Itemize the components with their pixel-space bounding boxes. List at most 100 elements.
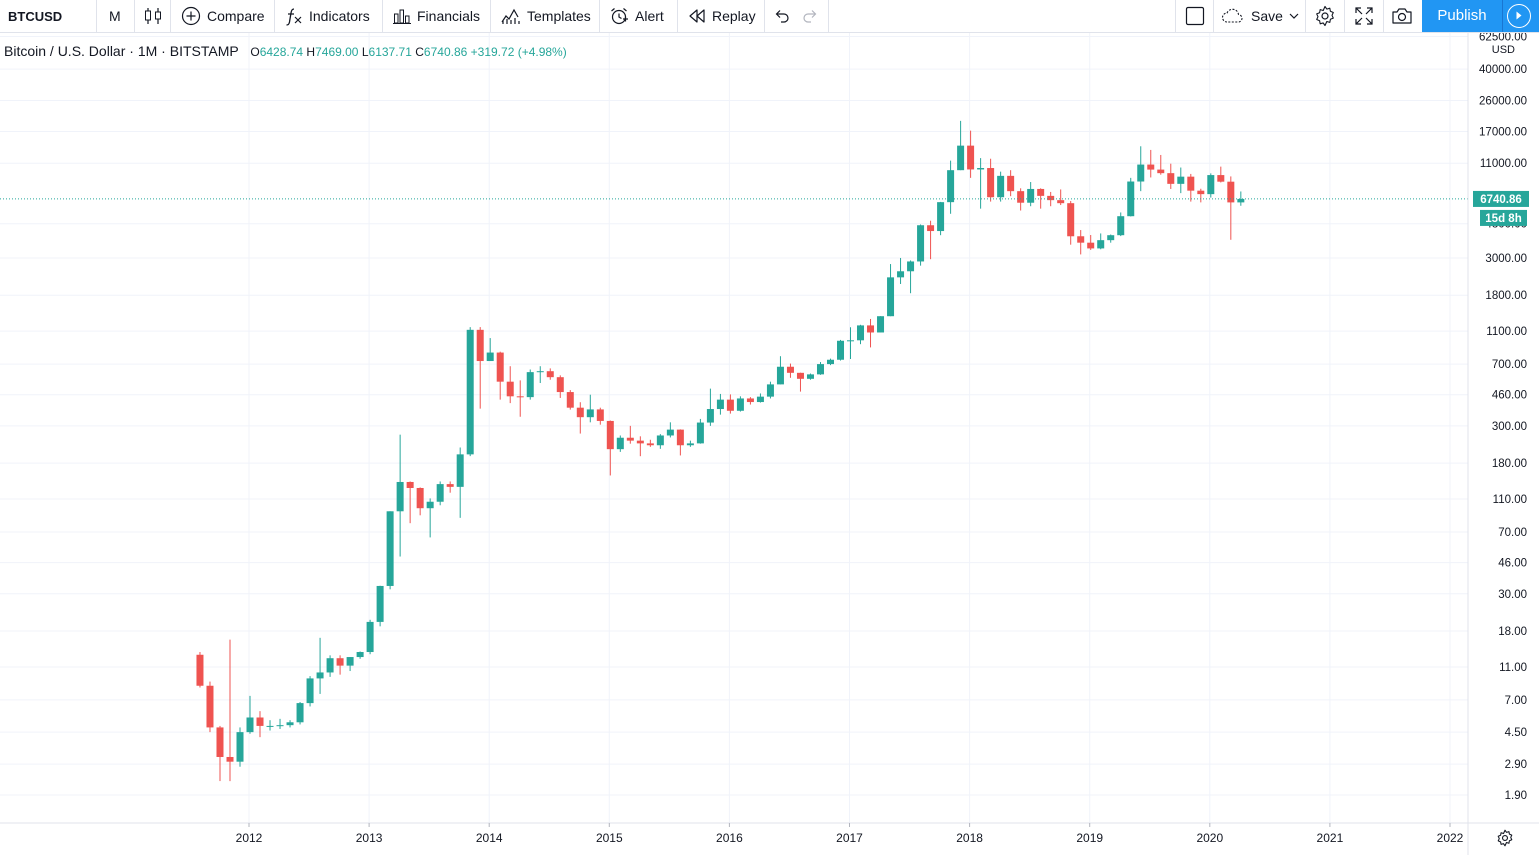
templates-button[interactable]: Templates [501,0,591,32]
bars-icon [393,7,411,25]
financials-button[interactable]: Financials [393,0,480,32]
candle [666,422,674,438]
symbol-title[interactable]: Bitcoin / U.S. Dollar [4,43,126,59]
candle-body [316,672,324,679]
templates-icon [501,7,521,25]
indicators-button[interactable]: Indicators [285,0,370,32]
candle-body [1067,203,1075,237]
save-menu-button[interactable] [1289,0,1299,32]
candle [476,327,484,409]
candle [776,356,784,385]
candle [386,511,394,590]
candle [406,481,414,524]
candle-body [556,377,564,393]
divider [96,0,97,32]
candle [1057,189,1065,206]
candle-body [867,325,875,333]
save-button[interactable]: Save [1221,0,1283,32]
candle [506,366,514,404]
redo-button[interactable] [801,0,819,32]
symbol-label: BTCUSD [8,8,63,24]
candle [586,394,594,423]
currency-label: USD [1492,44,1515,56]
time-tick-label: 2019 [1076,831,1103,845]
time-axis[interactable]: 2012 2013 2014 2015 2016 2017 2018 2019 2020 2021… [236,823,1464,845]
snapshot-button[interactable] [1391,0,1413,32]
alert-button[interactable]: Alert [609,0,664,32]
candle-body [1147,164,1155,170]
candle-body [466,329,474,455]
price-tick-label: 1.90 [1505,790,1527,802]
chart-settings-button[interactable] [1496,829,1514,847]
interval-button[interactable]: M [109,0,121,32]
candle [336,655,344,675]
price-chart[interactable]: 1.90 2.90 4.50 7.00 11.00 18.00 30.00 46.00 70.0… [0,33,1539,855]
candle-body [1007,175,1015,192]
candle-body [626,437,634,441]
compare-button[interactable]: Compare [181,0,265,32]
settings-button[interactable] [1314,0,1336,32]
close-value: 6740.86 [423,45,468,59]
replay-button[interactable]: Replay [688,0,756,32]
low-label: L [361,45,369,59]
candle-body [586,409,594,418]
top-toolbar: BTCUSD M Compare Indicators Financials T… [0,0,1539,33]
time-tick-label: 2022 [1437,831,1464,845]
price-tick-label: 460.00 [1492,390,1527,402]
chart-style-button[interactable] [144,0,162,32]
candle [196,652,204,688]
price-tick-label: 18.00 [1498,626,1527,638]
divider [1213,0,1214,32]
candle [857,324,865,345]
candle-body [1127,181,1135,217]
candle [1177,167,1185,194]
candle [216,725,224,782]
candle-body [877,316,885,333]
candle [1107,234,1115,243]
candle-body [616,437,624,450]
candle-body [887,277,895,317]
candle [1067,201,1075,245]
candle [937,201,945,236]
price-tick-label: 11000.00 [1480,158,1527,170]
candle-body [1047,195,1055,201]
candle [947,160,955,214]
publish-label: Publish [1437,7,1487,24]
candle-body [296,703,304,723]
play-icon[interactable] [1507,4,1531,28]
candle-body [196,654,204,686]
candle [376,585,384,627]
candle-body [206,685,214,728]
candle-body [676,429,684,446]
divider [1305,0,1306,32]
candle [286,720,294,728]
candle [326,655,334,677]
candle [296,702,304,725]
layout-button[interactable] [1185,0,1205,32]
price-tick-label: 4.50 [1505,727,1527,739]
candle-body [516,396,524,398]
symbol-search-button[interactable]: BTCUSD [8,0,62,32]
price-tick-label: 7.00 [1505,695,1527,707]
price-axis[interactable]: 1.90 2.90 4.50 7.00 11.00 18.00 30.00 46.00 70.0… [1479,33,1527,802]
candle [756,393,764,403]
candle-body [827,359,834,365]
divider [1344,0,1345,32]
candle-body [686,443,694,446]
candle-body [596,409,604,421]
countdown-badge [1480,209,1527,226]
candle [636,436,644,457]
candle-body [1137,164,1145,182]
publish-button[interactable]: Publish [1422,0,1539,32]
candle [746,397,754,405]
candle [837,339,845,361]
price-tick-label: 46.00 [1498,558,1527,570]
candle [546,368,554,380]
low-value: 6137.71 [368,45,412,59]
candle-body [806,374,814,379]
undo-button[interactable] [773,0,791,32]
divider [170,0,171,32]
fullscreen-button[interactable] [1354,0,1374,32]
high-value: 7469.00 [315,45,359,59]
candle [606,420,614,476]
